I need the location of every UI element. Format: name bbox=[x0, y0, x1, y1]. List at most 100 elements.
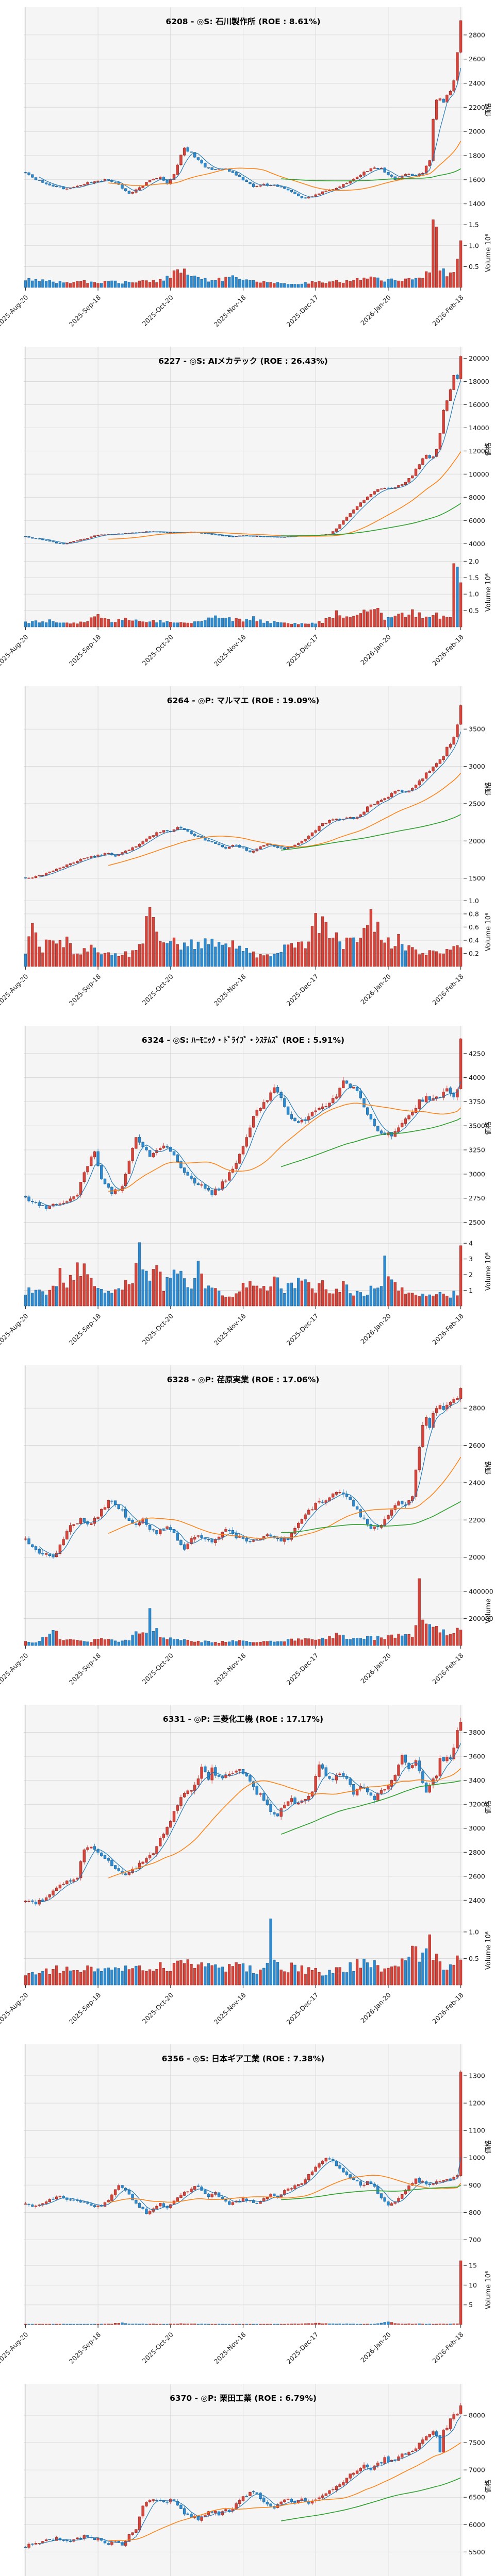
svg-text:2400: 2400 bbox=[469, 1896, 485, 1904]
svg-text:2800: 2800 bbox=[469, 1404, 485, 1412]
volume-axis-label: Volume 10⁶ bbox=[485, 913, 492, 951]
candlestick-chart-svg: 2000 2200 2400 2600 2800 200000 400000 2025-Aug… bbox=[0, 1365, 493, 1687]
svg-text:1400: 1400 bbox=[469, 200, 485, 208]
svg-text:2.0: 2.0 bbox=[469, 557, 479, 565]
ma-long-line bbox=[281, 2185, 461, 2200]
chart-panel-6264: 1500 2000 2500 3000 3500 0.2 0.4 0.6 0.8 1.0 2025-… bbox=[0, 679, 495, 1019]
svg-text:2026-Jan-20: 2026-Jan-20 bbox=[359, 293, 392, 327]
vertical-gridlines bbox=[25, 1365, 461, 1646]
svg-text:2400: 2400 bbox=[469, 1479, 485, 1486]
vertical-gridlines bbox=[25, 347, 461, 627]
svg-text:2025-Aug-20: 2025-Aug-20 bbox=[0, 293, 30, 328]
candlestick-chart-svg: 1400 1600 1800 2000 2200 2400 2600 2800 0.5 1.0 1.… bbox=[0, 7, 492, 328]
svg-text:18000: 18000 bbox=[469, 378, 489, 385]
chart-panel-6331: 2400 2600 2800 3000 3200 3400 3600 3800 0.5 1.0 20… bbox=[0, 1698, 495, 2037]
ma-short-line bbox=[39, 2416, 461, 2545]
svg-text:2025-Oct-20: 2025-Oct-20 bbox=[141, 1991, 175, 2025]
ma-short-line bbox=[39, 732, 461, 877]
ma-short-line bbox=[39, 1398, 461, 1555]
vertical-gridlines bbox=[25, 1705, 461, 1985]
ma-long-line bbox=[281, 1501, 461, 1533]
svg-text:2025-Sep-18: 2025-Sep-18 bbox=[68, 1312, 102, 1346]
svg-text:2025-Oct-20: 2025-Oct-20 bbox=[141, 1651, 175, 1685]
svg-text:1.5: 1.5 bbox=[469, 574, 479, 582]
svg-text:0.5: 0.5 bbox=[469, 263, 479, 270]
candlestick-chart-svg: 2400 2600 2800 3000 3200 3400 3600 3800 0.5 1.0 20… bbox=[0, 1705, 492, 2026]
candles bbox=[24, 704, 463, 879]
svg-text:2026-Jan-20: 2026-Jan-20 bbox=[359, 1312, 392, 1345]
svg-text:2025-Aug-20: 2025-Aug-20 bbox=[0, 2330, 30, 2365]
svg-text:8000: 8000 bbox=[469, 494, 485, 501]
ma-long-line bbox=[281, 503, 461, 536]
svg-text:2025-Dec-17: 2025-Dec-17 bbox=[285, 1991, 320, 2026]
svg-text:2026-Feb-18: 2026-Feb-18 bbox=[431, 293, 465, 327]
svg-text:2025-Sep-18: 2025-Sep-18 bbox=[68, 2330, 102, 2365]
ma-mid-line bbox=[108, 2442, 461, 2541]
chart-title: 6324 - ◎S: ﾊｰﾓﾆｯｸ・ﾄﾞﾗｲﾌﾞ・ｼｽﾃﾑｽﾞ (ROE : 5… bbox=[142, 1035, 344, 1045]
svg-text:1.0: 1.0 bbox=[469, 897, 479, 905]
svg-text:3000: 3000 bbox=[469, 1170, 485, 1178]
svg-text:6500: 6500 bbox=[469, 2494, 485, 2501]
svg-text:800: 800 bbox=[469, 2209, 481, 2216]
svg-text:2025-Dec-17: 2025-Dec-17 bbox=[285, 1652, 320, 1687]
volume-axis-label: Volume 10⁶ bbox=[485, 2271, 492, 2309]
price-axis-label: 価格 bbox=[484, 2140, 492, 2154]
svg-text:2025-Dec-17: 2025-Dec-17 bbox=[285, 1312, 320, 1347]
candles bbox=[24, 1038, 463, 1212]
svg-text:3200: 3200 bbox=[469, 1801, 485, 1808]
svg-text:1800: 1800 bbox=[469, 152, 485, 160]
price-axis-label: 価格 bbox=[484, 1461, 492, 1475]
price-axis: 1500 2000 2500 3000 3500 bbox=[24, 725, 485, 882]
svg-text:2025-Aug-20: 2025-Aug-20 bbox=[0, 1651, 30, 1686]
svg-text:2026-Feb-18: 2026-Feb-18 bbox=[431, 1651, 465, 1685]
svg-text:2600: 2600 bbox=[469, 1872, 485, 1880]
svg-text:16000: 16000 bbox=[469, 401, 489, 409]
ma-mid-line bbox=[108, 1768, 461, 1878]
svg-text:2025-Nov-18: 2025-Nov-18 bbox=[212, 1991, 248, 2026]
candlestick-chart-svg: 4000 6000 8000 10000 12000 14000 16000 18000 200… bbox=[0, 347, 492, 668]
price-axis: 2500 2750 3000 3250 3500 3750 4000 4250 bbox=[24, 1049, 485, 1226]
svg-text:2800: 2800 bbox=[469, 31, 485, 39]
svg-text:2025-Nov-18: 2025-Nov-18 bbox=[212, 1312, 248, 1347]
svg-text:1300: 1300 bbox=[469, 2072, 485, 2080]
svg-text:7000: 7000 bbox=[469, 2466, 485, 2474]
price-axis-label: 価格 bbox=[484, 443, 492, 456]
svg-text:2025-Nov-18: 2025-Nov-18 bbox=[212, 633, 248, 668]
svg-text:2025-Oct-20: 2025-Oct-20 bbox=[141, 2330, 175, 2364]
svg-text:14000: 14000 bbox=[469, 424, 489, 432]
price-axis-label: 価格 bbox=[484, 1801, 492, 1814]
x-axis: 2025-Aug-20 2025-Sep-18 2025-Oct-20 2025-No… bbox=[0, 1985, 465, 2026]
svg-text:2600: 2600 bbox=[469, 55, 485, 63]
vertical-gridlines bbox=[25, 1026, 461, 1306]
svg-text:2025-Dec-17: 2025-Dec-17 bbox=[285, 2331, 320, 2366]
svg-text:20000: 20000 bbox=[469, 354, 489, 362]
svg-text:15: 15 bbox=[469, 2262, 477, 2269]
volume-axis: 200000 400000 bbox=[24, 1587, 493, 1622]
chart-panel-6328: 2000 2200 2400 2600 2800 200000 400000 2025-Aug… bbox=[0, 1358, 495, 1698]
volume-axis-label: Volume bbox=[485, 1599, 492, 1623]
ma-long-line bbox=[281, 2477, 461, 2521]
chart-panel-6324: 2500 2750 3000 3250 3500 3750 4000 4250 1 2 3 4 2025… bbox=[0, 1019, 495, 1358]
volume-axis: 0.5 1.0 bbox=[24, 1928, 479, 1962]
volume-axis-label: Volume 10⁶ bbox=[485, 234, 492, 272]
svg-text:2025-Nov-18: 2025-Nov-18 bbox=[212, 293, 248, 328]
svg-text:0.6: 0.6 bbox=[469, 923, 479, 931]
svg-text:1500: 1500 bbox=[469, 874, 485, 882]
svg-text:2200: 2200 bbox=[469, 1516, 485, 1524]
svg-text:2200: 2200 bbox=[469, 104, 485, 111]
chart-title: 6356 - ◎S: 日本ギア工業 (ROE : 7.38%) bbox=[162, 2054, 325, 2063]
svg-text:1.0: 1.0 bbox=[469, 1928, 479, 1936]
price-axis-label: 価格 bbox=[484, 782, 492, 795]
price-axis-label: 価格 bbox=[484, 2480, 492, 2493]
volume-bars bbox=[24, 1242, 463, 1307]
svg-text:3400: 3400 bbox=[469, 1776, 485, 1784]
chart-title: 6370 - ◎P: 栗田工業 (ROE : 6.79%) bbox=[170, 2393, 317, 2403]
volume-axis: 5 10 15 bbox=[24, 2262, 477, 2309]
vertical-gridlines bbox=[25, 686, 461, 967]
svg-text:2026-Jan-20: 2026-Jan-20 bbox=[359, 1651, 392, 1685]
candles bbox=[24, 2070, 463, 2215]
svg-text:0.4: 0.4 bbox=[469, 937, 479, 944]
ma-mid-line bbox=[108, 1456, 461, 1539]
ma-short-line bbox=[39, 380, 461, 544]
